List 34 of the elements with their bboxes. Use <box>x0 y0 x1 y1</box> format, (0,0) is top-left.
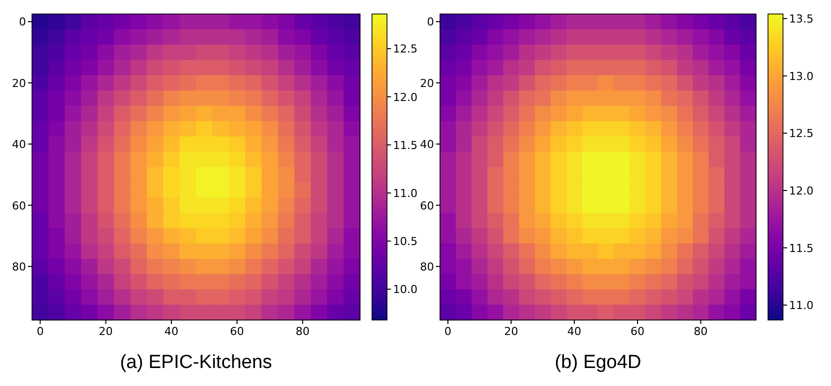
y-tick-label: 80 <box>12 260 26 274</box>
y-tick-label: 40 <box>420 138 434 152</box>
x-tick-label: 20 <box>504 325 518 338</box>
color-bar-label: 10.0 <box>393 283 418 296</box>
color-bar-label: 12.5 <box>789 127 814 140</box>
color-bar-label: 10.5 <box>393 235 418 248</box>
text: (a) EPIC-Kitchens <box>120 352 272 373</box>
text: (b) Ego4D <box>554 352 642 373</box>
color-bar-label: 11.0 <box>393 186 418 200</box>
color-bar-label: 11.5 <box>393 138 418 152</box>
y-tick-label: 80 <box>420 260 434 274</box>
y-tick-label: 60 <box>420 199 434 212</box>
x-tick-label: 60 <box>630 325 644 338</box>
y-tick-label: 60 <box>12 199 26 212</box>
x-tick-label: 0 <box>36 325 44 338</box>
y-tick-label: 20 <box>12 76 26 90</box>
x-tick-label: 60 <box>230 325 244 338</box>
y-tick-label: 0 <box>19 16 26 29</box>
color-bar-label: 12.0 <box>393 90 418 104</box>
color-bar-label: 11.5 <box>789 242 814 255</box>
color-bar-label: 11.0 <box>789 299 814 312</box>
y-tick-label: 0 <box>427 16 434 29</box>
y-tick-label: 20 <box>420 76 434 90</box>
color-bar-label: 13.5 <box>789 12 814 26</box>
x-tick-label: 80 <box>296 325 310 338</box>
color-bar-label: 12.0 <box>789 184 814 198</box>
x-tick-label: 40 <box>567 325 582 338</box>
color-bar-label: 13.0 <box>789 70 814 83</box>
x-tick-label: 20 <box>98 325 113 338</box>
x-tick-label: 40 <box>164 325 178 338</box>
x-tick-label: 0 <box>444 325 452 338</box>
color-bar-label: 12.5 <box>393 42 418 56</box>
x-tick-label: 80 <box>694 325 708 338</box>
y-tick-label: 40 <box>12 138 26 152</box>
